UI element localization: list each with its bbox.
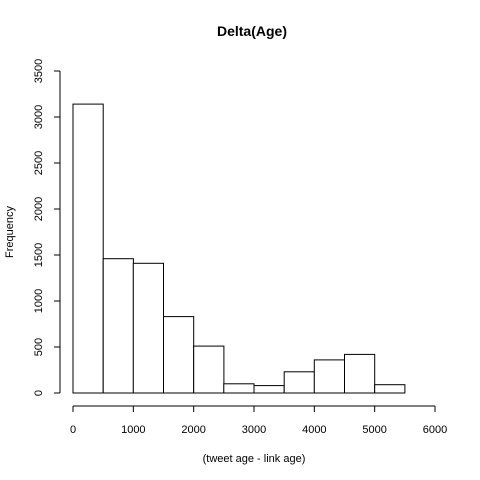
histogram-bar-4: [193, 345, 225, 394]
x-axis: 0 1000 2000 3000 4000 5000 6000: [70, 405, 447, 436]
y-tick-label-4: 2000: [33, 197, 45, 221]
histogram-bars: [72, 103, 406, 394]
y-tick-label-3: 1500: [33, 243, 45, 267]
x-tick-label-6: 6000: [423, 424, 447, 436]
y-tick-label-5: 2500: [33, 151, 45, 175]
histogram-bar-7: [283, 371, 315, 394]
y-tick-label-1: 500: [33, 338, 45, 356]
histogram-bar-9: [344, 353, 376, 394]
y-tick-label-0: 0: [33, 390, 45, 396]
x-axis-label: (tweet age - link age): [203, 453, 306, 465]
y-axis-label: Frequency: [4, 206, 16, 258]
histogram-bar-0: [72, 103, 104, 394]
histogram-bar-3: [163, 316, 195, 394]
histogram-bar-8: [313, 359, 345, 394]
x-tick-label-1: 1000: [121, 424, 145, 436]
x-tick-label-3: 3000: [242, 424, 266, 436]
y-tick-label-2: 1000: [33, 289, 45, 313]
histogram-bar-10: [374, 384, 406, 394]
x-tick-label-4: 4000: [302, 424, 326, 436]
x-tick-label-0: 0: [70, 424, 76, 436]
x-tick-label-5: 5000: [362, 424, 386, 436]
y-tick-label-7: 3500: [33, 59, 45, 83]
y-axis: 0 500 1000 1500 2000 2500 3000 3500: [33, 59, 61, 396]
chart-title: Delta(Age): [217, 23, 287, 39]
histogram-bar-1: [102, 258, 134, 394]
histogram-bar-5: [223, 383, 255, 394]
x-tick-label-2: 2000: [181, 424, 205, 436]
histogram-bar-2: [132, 262, 165, 394]
y-tick-label-6: 3000: [33, 105, 45, 129]
histogram-bar-6: [253, 385, 285, 394]
